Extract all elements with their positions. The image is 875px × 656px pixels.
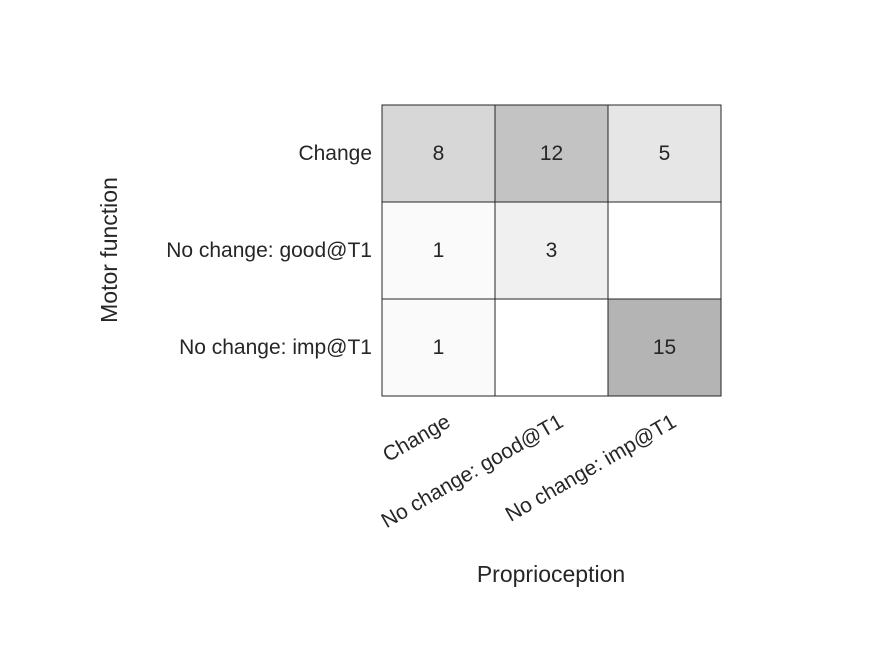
x-tick-label: Change [379, 410, 454, 467]
y-axis-label: Motor function [96, 177, 122, 323]
heatmap-cell [381, 104, 496, 203]
heatmap-cell [381, 298, 496, 397]
cell-value-label: 12 [540, 142, 563, 165]
heatmap-cell [494, 298, 609, 397]
cell-value-labels: 8 12 5 1 3 1 15 [433, 142, 677, 359]
cell-value-label: 8 [433, 142, 445, 165]
heatmap-cell [494, 201, 609, 300]
cell-value-label: 15 [653, 336, 676, 359]
cell-value-label: 1 [433, 336, 445, 359]
heatmap-cell [607, 104, 722, 203]
cell-value-label: 3 [546, 239, 558, 262]
x-axis-label: Proprioception [477, 561, 625, 587]
x-tick-label: No change: good@T1 [378, 410, 568, 533]
y-tick-labels: Change No change: good@T1 No change: imp@T… [166, 142, 372, 359]
y-tick-label: Change [298, 142, 372, 165]
cell-value-label: 1 [433, 239, 445, 262]
heatmap-cell [607, 201, 722, 300]
cell-value-label: 5 [659, 142, 671, 165]
y-tick-label: No change: imp@T1 [179, 336, 372, 359]
heatmap-cell [381, 201, 496, 300]
heatmap-cell [494, 104, 609, 203]
heatmap-cell [607, 298, 722, 397]
heatmap-cells [381, 104, 722, 397]
y-tick-label: No change: good@T1 [166, 239, 372, 262]
